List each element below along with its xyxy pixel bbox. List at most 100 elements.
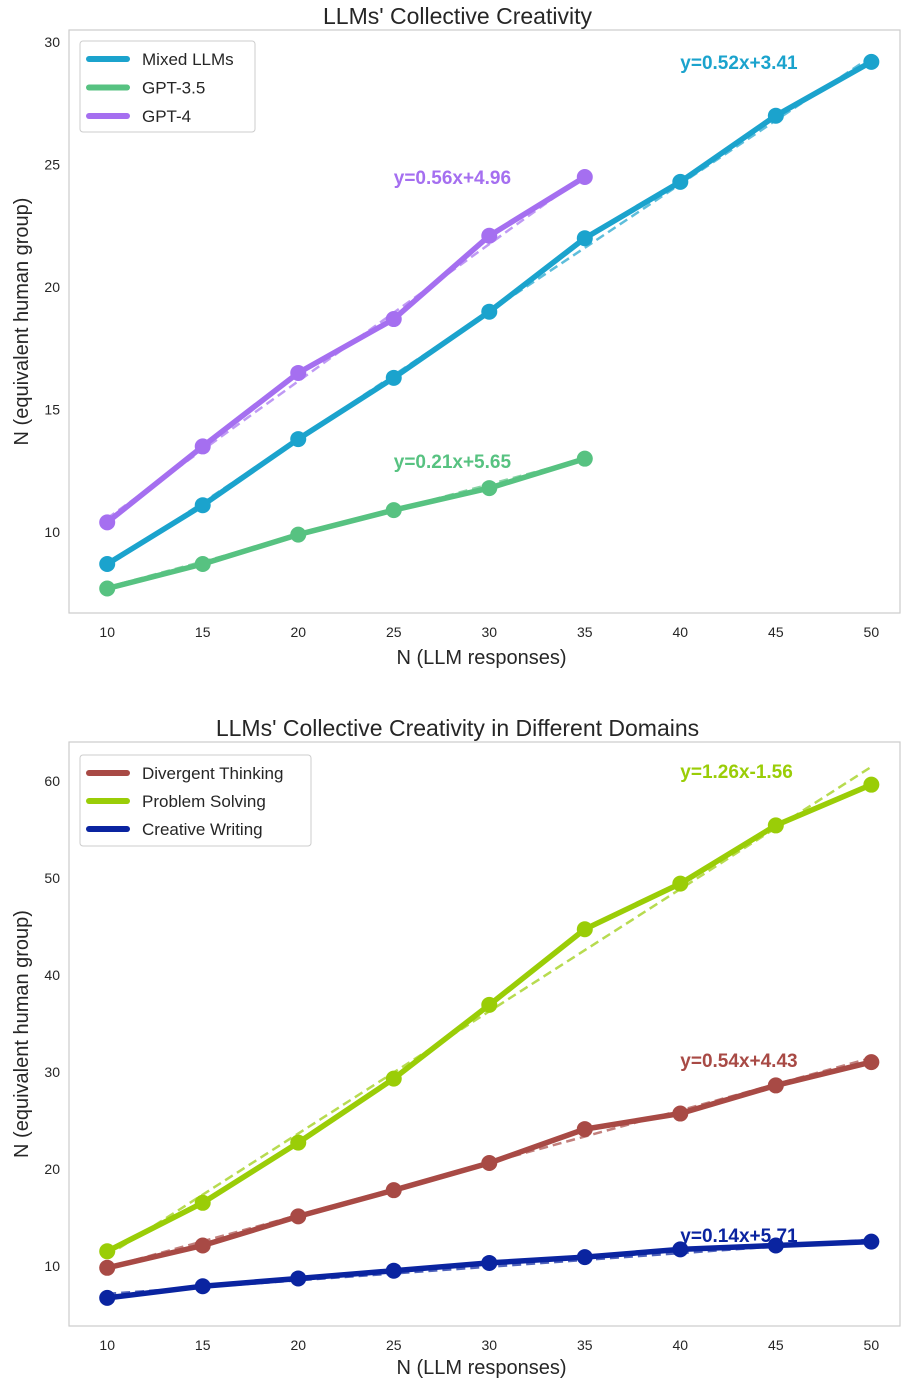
y-tick-label: 40	[44, 967, 60, 983]
legend-box	[79, 40, 256, 133]
fit-equation-label: y=0.54x+4.43	[680, 1051, 797, 1072]
fit-equation-label: y=0.56x+4.96	[394, 168, 511, 189]
legend: Mixed LLMs GPT-3.5 GPT-4	[79, 40, 256, 133]
data-point	[194, 1237, 211, 1254]
chart-top-collective-creativity: LLMs' Collective Creativity 10 15 20 25 30 35 4…	[11, 3, 901, 669]
x-tick-label: 50	[864, 1337, 880, 1353]
data-point	[481, 1254, 498, 1271]
data-point	[194, 1278, 211, 1295]
data-point	[99, 556, 116, 573]
data-point	[385, 502, 402, 519]
data-point	[767, 1077, 784, 1094]
x-tick-label: 30	[481, 1337, 497, 1353]
y-tick-label: 60	[44, 773, 60, 789]
x-tick-label: 10	[99, 1337, 115, 1353]
legend: Divergent Thinking Problem Solving Creativ…	[79, 754, 312, 847]
fit-equation-label: y=0.14x+5.71	[680, 1226, 798, 1247]
data-point	[576, 1121, 593, 1138]
data-point	[290, 364, 307, 381]
data-point	[99, 514, 116, 531]
data-point	[290, 1270, 307, 1287]
x-tick-label: 40	[673, 624, 689, 640]
legend-label: Problem Solving	[142, 792, 266, 811]
data-point	[290, 1208, 307, 1225]
data-point	[863, 776, 880, 793]
series-creative-writing: y=0.14x+5.71	[99, 1226, 880, 1306]
series-gpt-3-5: y=0.21x+5.65	[99, 450, 593, 597]
data-point	[576, 168, 593, 185]
data-point	[481, 996, 498, 1013]
fit-line	[106, 457, 586, 589]
data-point	[99, 1289, 116, 1306]
x-tick-label: 25	[386, 624, 402, 640]
data-point	[576, 921, 593, 938]
plot-area-frame	[68, 741, 901, 1327]
data-point	[576, 450, 593, 467]
data-point	[385, 369, 402, 386]
data-point	[385, 1262, 402, 1279]
data-point	[672, 173, 689, 190]
data-point	[863, 53, 880, 70]
series-mixed-llms: y=0.52x+3.41	[99, 53, 880, 573]
x-tick-label: 35	[577, 1337, 593, 1353]
data-point	[672, 875, 689, 892]
data-point	[99, 1243, 116, 1260]
plot-area-frame	[68, 29, 901, 614]
legend-label: Mixed LLMs	[142, 50, 234, 69]
data-point	[290, 526, 307, 543]
y-tick-label: 15	[44, 402, 60, 418]
series-divergent-thinking: y=0.54x+4.43	[99, 1051, 880, 1276]
data-point	[290, 1134, 307, 1151]
data-point	[481, 303, 498, 320]
data-point	[767, 107, 784, 124]
data-point	[576, 1249, 593, 1266]
x-tick-label: 40	[673, 1337, 689, 1353]
series-line	[104, 781, 875, 1255]
y-tick-label: 30	[44, 1064, 60, 1080]
x-tick-label: 50	[864, 624, 880, 640]
data-point	[290, 431, 307, 448]
chart-title: LLMs' Collective Creativity	[323, 3, 592, 29]
y-tick-label: 20	[44, 1161, 60, 1177]
series-line	[104, 174, 588, 526]
data-point	[194, 497, 211, 514]
data-point	[672, 1241, 689, 1258]
legend-label: GPT-3.5	[142, 79, 205, 98]
data-point	[194, 556, 211, 573]
data-point	[385, 1070, 402, 1087]
data-point	[672, 1105, 689, 1122]
y-axis-label: N (equivalent human group)	[11, 198, 33, 446]
data-point	[767, 817, 784, 834]
legend-label: Divergent Thinking	[142, 764, 283, 783]
data-point	[767, 1237, 784, 1254]
data-point	[99, 580, 116, 597]
data-point	[385, 311, 402, 328]
x-tick-label: 15	[195, 1337, 211, 1353]
data-point	[863, 1233, 880, 1250]
x-tick-label: 20	[290, 624, 306, 640]
data-point	[194, 438, 211, 455]
data-point	[99, 1259, 116, 1276]
data-point	[385, 1182, 402, 1199]
x-tick-label: 35	[577, 624, 593, 640]
y-tick-label: 20	[44, 279, 60, 295]
y-tick-label: 30	[44, 34, 60, 50]
data-point	[481, 480, 498, 497]
y-tick-label: 10	[44, 524, 60, 540]
y-tick-label: 10	[44, 1258, 60, 1274]
data-point	[194, 1194, 211, 1211]
x-axis-label: N (LLM responses)	[396, 647, 566, 669]
legend-box	[79, 754, 312, 847]
legend-label: GPT-4	[142, 107, 191, 126]
x-tick-label: 45	[768, 624, 784, 640]
y-tick-label: 25	[44, 157, 60, 173]
x-tick-label: 15	[195, 624, 211, 640]
x-tick-label: 20	[290, 1337, 306, 1353]
y-tick-label: 50	[44, 870, 60, 886]
x-axis-label: N (LLM responses)	[396, 1357, 566, 1379]
series-problem-solving: y=1.26x-1.56	[99, 762, 880, 1260]
chart-bottom-different-domains: LLMs' Collective Creativity in Different…	[11, 715, 901, 1379]
fit-equation-label: y=0.21x+5.65	[394, 452, 512, 473]
chart-title: LLMs' Collective Creativity in Different…	[216, 715, 699, 741]
